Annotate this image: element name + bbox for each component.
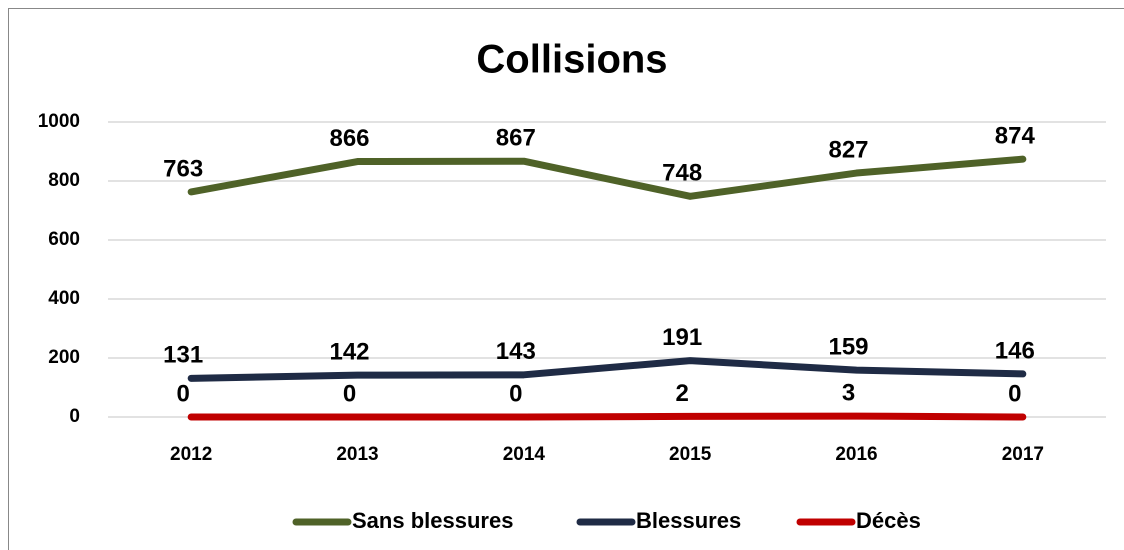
legend-label: Blessures	[636, 508, 741, 533]
data-label: 146	[995, 337, 1035, 364]
y-tick-label: 0	[69, 406, 80, 427]
legend-label: Décès	[856, 508, 921, 533]
x-tick-label: 2015	[669, 444, 712, 465]
x-tick-label: 2017	[1002, 444, 1044, 465]
y-tick-label: 1000	[38, 111, 80, 132]
series-line	[187, 412, 1027, 421]
data-label: 159	[828, 333, 868, 360]
y-tick-label: 800	[48, 170, 80, 191]
legend-label: Sans blessures	[352, 508, 513, 533]
x-tick-label: 2013	[336, 444, 378, 465]
data-label: 867	[496, 125, 536, 152]
data-label: 191	[662, 324, 702, 351]
data-label: 866	[329, 125, 369, 152]
x-tick-label: 2014	[503, 444, 546, 465]
x-tick-label: 2012	[170, 444, 212, 465]
data-label: 0	[176, 380, 189, 407]
x-tick-label: 2016	[835, 444, 877, 465]
data-label: 2	[675, 380, 688, 407]
series-line	[187, 155, 1027, 200]
data-label: 827	[828, 136, 868, 163]
series-line	[187, 357, 1027, 382]
data-label: 0	[343, 380, 356, 407]
data-label: 142	[329, 338, 369, 365]
chart-title: Collisions	[476, 38, 667, 82]
data-label: 0	[1008, 380, 1021, 407]
data-label: 763	[163, 155, 203, 182]
data-label: 131	[163, 342, 203, 369]
data-label: 874	[995, 123, 1036, 150]
y-tick-label: 600	[48, 229, 80, 250]
data-label: 0	[509, 380, 522, 407]
data-label: 143	[496, 338, 536, 365]
data-label: 748	[662, 160, 702, 187]
y-tick-label: 400	[48, 288, 80, 309]
data-label: 3	[842, 379, 855, 406]
y-tick-label: 200	[48, 347, 80, 368]
chart-frame	[8, 8, 1124, 550]
